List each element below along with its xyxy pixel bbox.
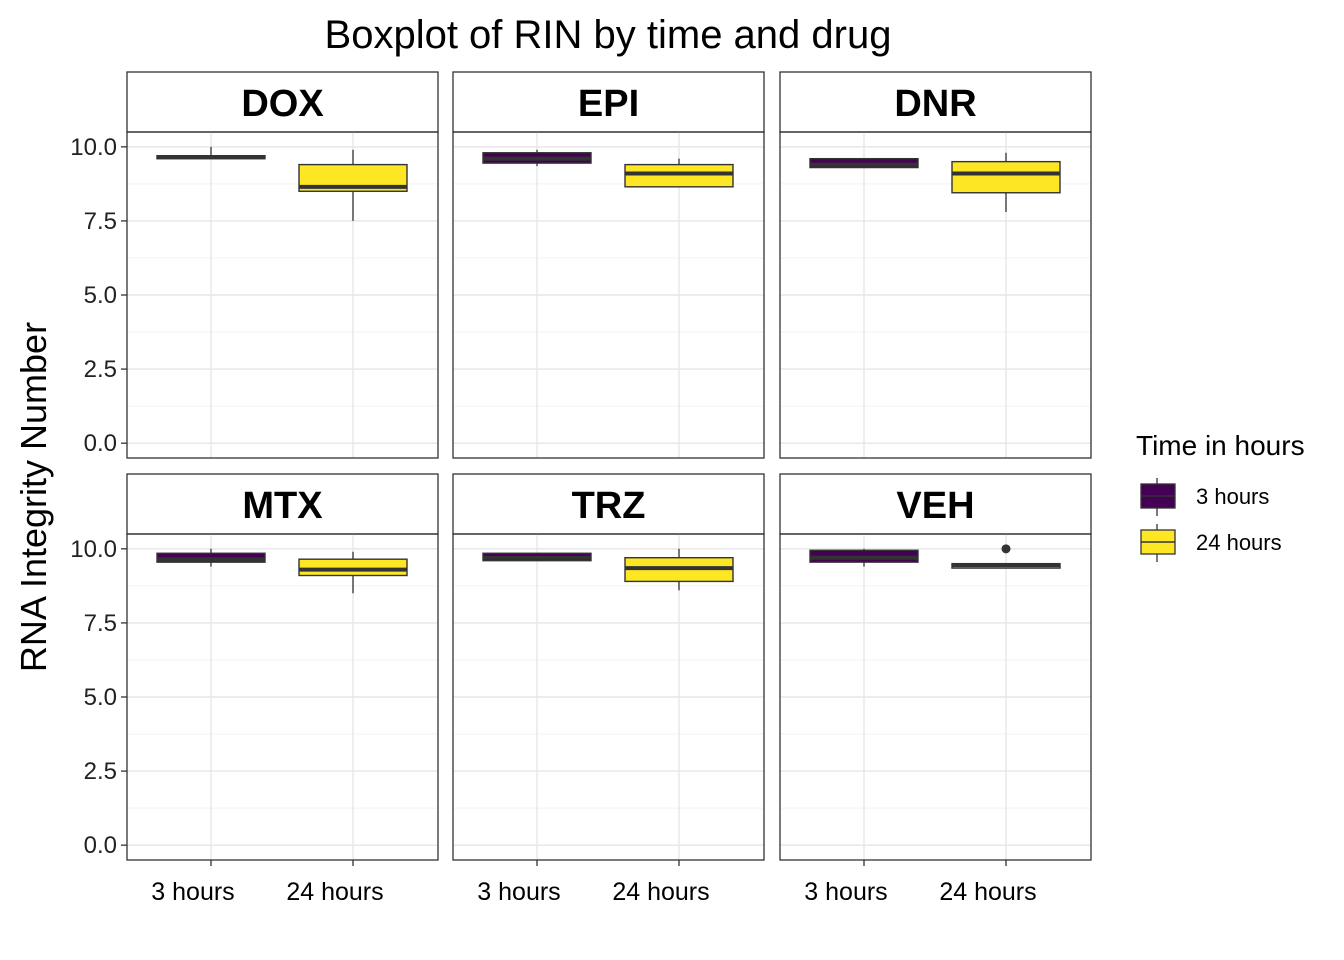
x-tick-label: 24 hours [612, 878, 709, 906]
x-tick-label: 3 hours [477, 878, 560, 906]
outlier-point [1001, 544, 1011, 554]
y-tick-label: 7.5 [84, 610, 117, 637]
panel-border-veh [779, 533, 1092, 861]
chart-title: Boxplot of RIN by time and drug [325, 13, 892, 57]
y-tick-label: 2.5 [84, 758, 117, 785]
legend-item-label: 24 hours [1196, 530, 1282, 555]
facet-strip-mtx [126, 473, 439, 535]
y-tick-label: 10.0 [70, 536, 117, 563]
facet-panels: DOX 0.0 2.5 5.0 7.5 10.0 EPI DNR MTX 0.0 2.5 5.0 7.5… [70, 71, 1092, 906]
y-axis-label: RNA Integrity Number [13, 322, 54, 672]
x-tick-label: 3 hours [804, 878, 887, 906]
facet-strip-epi [452, 71, 765, 133]
facet-label-trz: TRZ [572, 485, 646, 527]
x-tick-label: 24 hours [939, 878, 1036, 906]
x-tick-label: 24 hours [286, 878, 383, 906]
panel-border-trz [452, 533, 765, 861]
legend: Time in hours 3 hours 24 hours [1136, 430, 1305, 562]
facet-strip-trz [452, 473, 765, 535]
legend-title: Time in hours [1136, 430, 1305, 461]
box-mtx-1 [298, 558, 408, 577]
box-dnr-1 [951, 160, 1061, 194]
y-tick-label: 7.5 [84, 208, 117, 235]
panel-border-epi [452, 131, 765, 459]
legend-item-label: 3 hours [1196, 484, 1269, 509]
facet-strip-veh [779, 473, 1092, 535]
y-tick-label: 2.5 [84, 356, 117, 383]
y-tick-label: 5.0 [84, 282, 117, 309]
y-tick-label: 0.0 [84, 430, 117, 457]
facet-strip-dox [126, 71, 439, 133]
y-tick-label: 10.0 [70, 134, 117, 161]
facet-label-veh: VEH [896, 485, 974, 527]
y-tick-label: 5.0 [84, 684, 117, 711]
panel-border-dnr [779, 131, 1092, 459]
facet-label-dox: DOX [241, 83, 324, 125]
x-tick-label: 3 hours [151, 878, 234, 906]
facet-label-mtx: MTX [242, 485, 323, 527]
box-epi-1 [624, 163, 734, 188]
facet-label-dnr: DNR [894, 83, 976, 125]
y-tick-label: 0.0 [84, 832, 117, 859]
facet-label-epi: EPI [578, 83, 639, 125]
facet-strip-dnr [779, 71, 1092, 133]
